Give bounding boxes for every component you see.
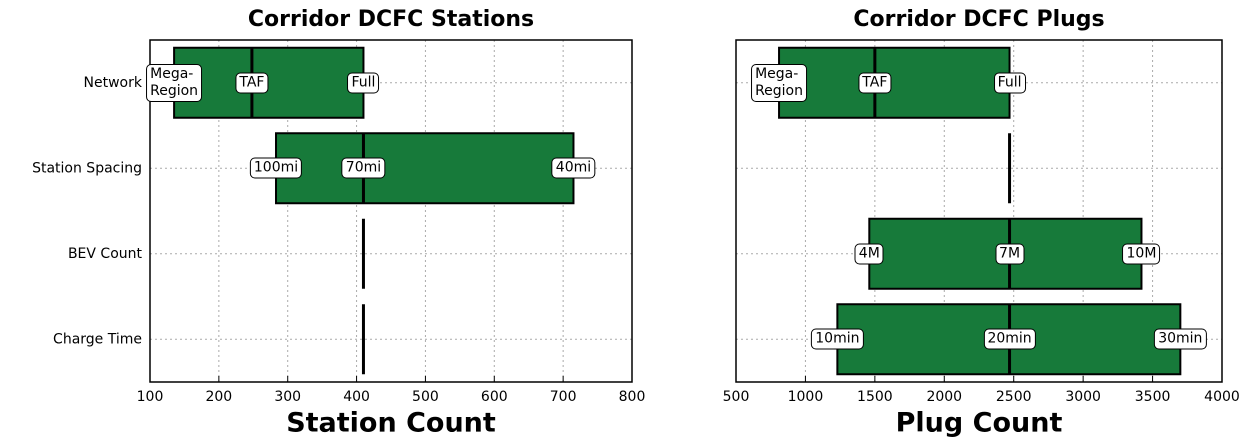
x-tick-label: 700 [550,389,577,405]
x-tick-label: 2500 [996,389,1032,405]
bar [275,132,575,205]
x-axis-label: Station Count [286,408,496,439]
y-tick-label: Station Spacing [32,160,142,176]
x-tick-label: 2000 [926,389,962,405]
value-label: TAF [235,72,269,94]
x-tick-label: 600 [481,389,508,405]
value-label: Full [347,72,380,94]
value-label: 4M [854,243,884,265]
x-tick-label: 1000 [788,389,824,405]
value-label: 40mi [551,157,596,179]
value-label: 7M [995,243,1025,265]
value-label: 20min [983,328,1036,350]
bar [173,46,365,119]
bar [778,46,1011,119]
chart-title: Corridor DCFC Stations [248,7,534,32]
value-label: 10M [1122,243,1161,265]
value-label: Mega- Region [146,63,203,102]
x-tick-label: 300 [274,389,301,405]
value-label: 100mi [249,157,303,179]
x-tick-label: 3500 [1135,389,1171,405]
plot-frame [149,39,633,383]
x-tick-label: 1500 [857,389,893,405]
x-tick-label: 3000 [1065,389,1101,405]
value-label: 10min [811,328,864,350]
value-label: TAF [858,72,892,94]
value-label: 30min [1154,328,1207,350]
value-label: Mega- Region [751,63,807,102]
value-label: 70mi [341,157,386,179]
x-tick-label: 400 [343,389,370,405]
y-tick-label: Network [84,75,143,91]
y-tick-label: BEV Count [68,246,143,262]
chart-title: Corridor DCFC Plugs [853,7,1104,32]
x-tick-label: 4000 [1204,389,1240,405]
x-axis-label: Plug Count [896,408,1063,439]
x-tick-label: 800 [619,389,646,405]
x-tick-label: 200 [205,389,232,405]
value-label: Full [993,72,1026,94]
x-tick-label: 100 [137,389,164,405]
x-tick-label: 500 [412,389,439,405]
plot-frame [735,39,1223,383]
x-tick-label: 500 [723,389,750,405]
y-tick-label: Charge Time [53,331,142,347]
